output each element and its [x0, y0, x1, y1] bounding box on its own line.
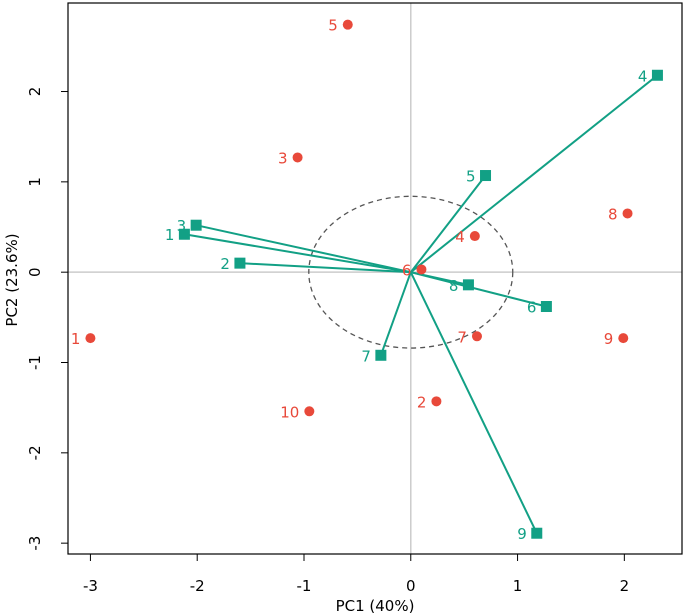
loading-arrow-1 — [184, 233, 411, 274]
x-axis-label: PC1 (40%) — [336, 597, 415, 615]
y-axis-label: PC2 (23.6%) — [3, 233, 21, 326]
loading-arrow-9 — [409, 271, 538, 534]
plot-frame — [67, 2, 683, 555]
loading-arrow-3 — [195, 224, 411, 274]
x-tick-label: 2 — [620, 577, 630, 595]
x-tick-label: 1 — [513, 577, 523, 595]
loading-marker-5 — [480, 170, 492, 182]
loading-label-3: 3 — [177, 217, 187, 235]
loading-label-4: 4 — [638, 67, 648, 85]
score-label-1: 1 — [71, 330, 81, 348]
loading-arrow-7 — [379, 271, 412, 356]
loading-label-7: 7 — [361, 347, 371, 365]
loading-marker-3 — [190, 219, 202, 231]
loading-label-9: 9 — [517, 525, 527, 543]
score-point-7 — [471, 331, 482, 342]
score-label-4: 4 — [455, 228, 465, 246]
loading-arrow-8 — [410, 271, 469, 286]
score-point-8 — [622, 208, 633, 219]
x-tick-label: -2 — [190, 577, 205, 595]
score-label-6: 6 — [402, 261, 412, 279]
score-point-4 — [469, 231, 480, 242]
score-label-8: 8 — [608, 205, 618, 223]
loading-label-5: 5 — [466, 168, 476, 186]
loading-label-8: 8 — [449, 277, 459, 295]
x-tick-label: -3 — [83, 577, 98, 595]
x-tick-label: -1 — [297, 577, 312, 595]
score-point-5 — [342, 19, 353, 30]
loading-arrow-4 — [410, 74, 659, 273]
score-label-7: 7 — [457, 328, 467, 346]
loading-marker-9 — [531, 527, 543, 539]
y-tick-label: 0 — [26, 267, 44, 277]
score-label-3: 3 — [278, 149, 288, 167]
y-tick-label: -3 — [26, 536, 44, 551]
y-tick-label: -1 — [26, 355, 44, 370]
y-tick-label: 1 — [26, 177, 44, 187]
score-point-10 — [304, 406, 315, 417]
score-point-2 — [431, 396, 442, 407]
score-label-10: 10 — [280, 403, 299, 421]
correlation-circle — [308, 195, 514, 349]
score-label-9: 9 — [604, 330, 614, 348]
score-point-1 — [85, 333, 96, 344]
loading-marker-1 — [178, 228, 190, 240]
score-point-3 — [292, 152, 303, 163]
loading-marker-8 — [462, 279, 474, 291]
score-label-5: 5 — [328, 17, 338, 35]
x-tick-label: 0 — [406, 577, 416, 595]
loading-label-1: 1 — [165, 226, 175, 244]
score-label-2: 2 — [417, 393, 427, 411]
loading-marker-7 — [375, 349, 387, 361]
y-tick-label: 2 — [26, 87, 44, 97]
score-point-9 — [618, 333, 629, 344]
loading-marker-4 — [651, 69, 663, 81]
loading-arrow-2 — [239, 262, 411, 274]
loading-label-6: 6 — [527, 299, 537, 317]
loading-marker-6 — [540, 301, 552, 313]
loading-arrow-5 — [409, 174, 487, 273]
score-point-6 — [416, 264, 427, 275]
loading-marker-2 — [234, 257, 246, 269]
loading-label-2: 2 — [220, 255, 230, 273]
y-tick-label: -2 — [26, 445, 44, 460]
